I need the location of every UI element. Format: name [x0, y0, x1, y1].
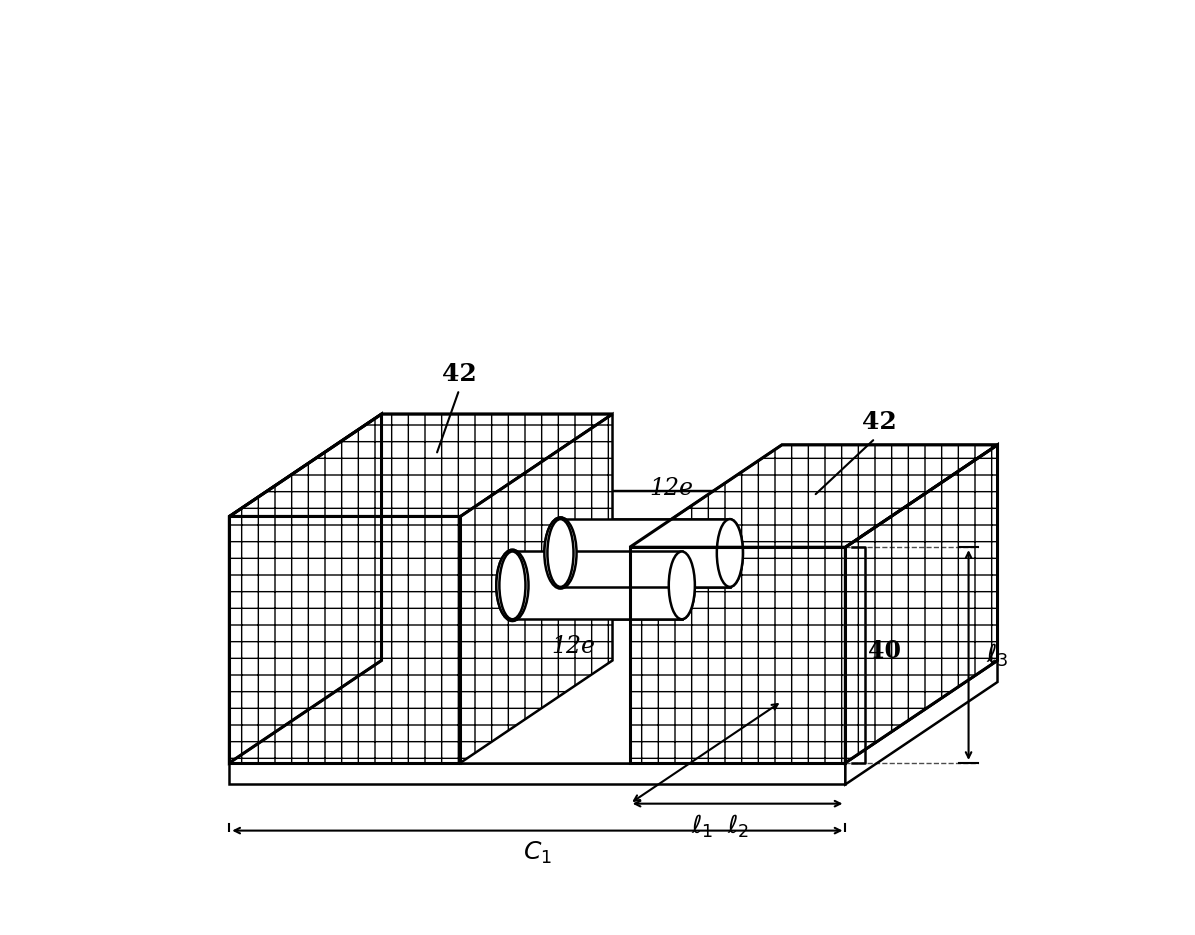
Ellipse shape — [496, 550, 528, 621]
Text: $C_1$: $C_1$ — [523, 840, 552, 866]
Text: 42: 42 — [862, 410, 896, 435]
Polygon shape — [560, 519, 730, 587]
Ellipse shape — [500, 552, 526, 619]
Ellipse shape — [717, 519, 743, 587]
Polygon shape — [845, 660, 998, 784]
Text: $\ell_3$: $\ell_3$ — [986, 641, 1007, 669]
Text: 12e: 12e — [551, 635, 595, 657]
Polygon shape — [229, 516, 460, 763]
Polygon shape — [460, 414, 613, 763]
Polygon shape — [630, 445, 998, 547]
Text: $\ell_2$: $\ell_2$ — [727, 813, 748, 841]
Ellipse shape — [545, 517, 576, 589]
Ellipse shape — [547, 519, 574, 587]
Polygon shape — [229, 763, 845, 784]
Ellipse shape — [547, 519, 574, 587]
Text: 40: 40 — [869, 640, 901, 663]
Ellipse shape — [669, 552, 694, 619]
Polygon shape — [229, 414, 613, 516]
Polygon shape — [513, 552, 682, 619]
Polygon shape — [460, 491, 782, 594]
Ellipse shape — [669, 552, 694, 619]
Text: 42: 42 — [442, 362, 477, 386]
Polygon shape — [560, 519, 730, 587]
Ellipse shape — [500, 552, 526, 619]
Polygon shape — [229, 414, 381, 763]
Text: 12e: 12e — [649, 477, 693, 500]
Polygon shape — [460, 594, 630, 763]
Polygon shape — [229, 660, 998, 763]
Ellipse shape — [496, 550, 528, 621]
Ellipse shape — [545, 517, 576, 589]
Polygon shape — [630, 547, 845, 763]
Text: $\ell_1$: $\ell_1$ — [691, 813, 713, 841]
Polygon shape — [845, 445, 998, 763]
Ellipse shape — [717, 519, 743, 587]
Polygon shape — [513, 552, 682, 619]
